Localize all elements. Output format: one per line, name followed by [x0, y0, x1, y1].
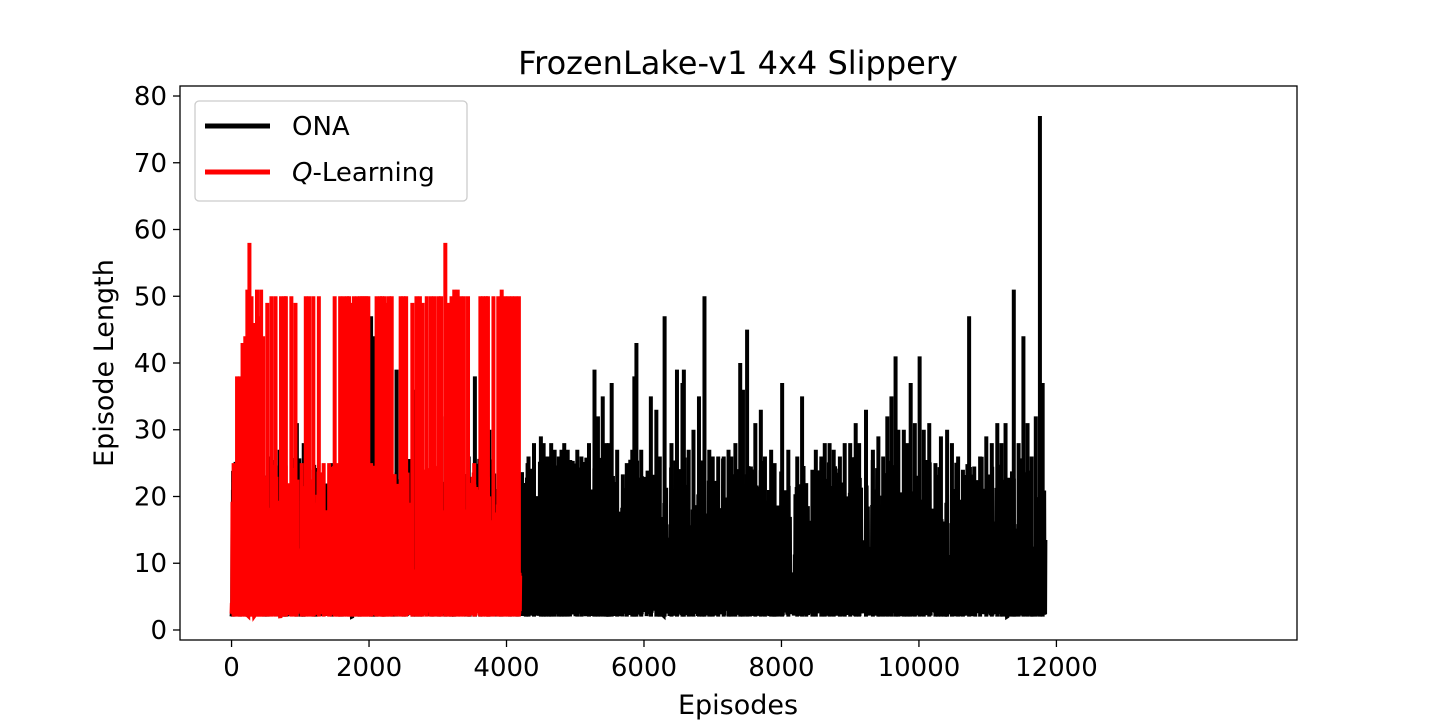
y-tick-label: 70 [134, 149, 167, 179]
y-tick-label: 20 [134, 482, 167, 512]
legend-label-q-learning-italic: Q [292, 158, 312, 188]
x-tick-label: 8000 [748, 653, 814, 683]
x-tick-label: 0 [223, 653, 240, 683]
legend-label-ona: ONA [292, 112, 350, 142]
y-tick-label: 50 [134, 282, 167, 312]
chart-title: FrozenLake-v1 4x4 Slippery [518, 44, 958, 82]
x-axis: 0 2000 4000 6000 8000 10000 12000 [223, 640, 1098, 683]
y-tick-label: 0 [150, 616, 167, 646]
legend-label-q-learning-rest: -Learning [312, 158, 434, 188]
legend: ONA Q-Learning [194, 100, 468, 202]
y-axis: 0 10 20 30 40 50 60 70 80 [134, 82, 180, 646]
x-tick-label: 12000 [1015, 653, 1098, 683]
x-tick-label: 2000 [336, 653, 402, 683]
x-tick-label: 10000 [878, 653, 961, 683]
y-tick-label: 60 [134, 216, 167, 246]
series-layer [229, 116, 1048, 622]
y-tick-label: 80 [134, 82, 167, 112]
y-tick-label: 40 [134, 349, 167, 379]
series-spikes-q-learning [231, 242, 521, 617]
y-tick-label: 10 [134, 549, 167, 579]
x-tick-label: 6000 [611, 653, 677, 683]
y-tick-label: 30 [134, 416, 167, 446]
y-axis-label: Episode Length [89, 259, 120, 467]
x-axis-label: Episodes [678, 690, 798, 720]
legend-label-q-learning: Q-Learning [292, 158, 435, 188]
x-tick-label: 4000 [473, 653, 539, 683]
